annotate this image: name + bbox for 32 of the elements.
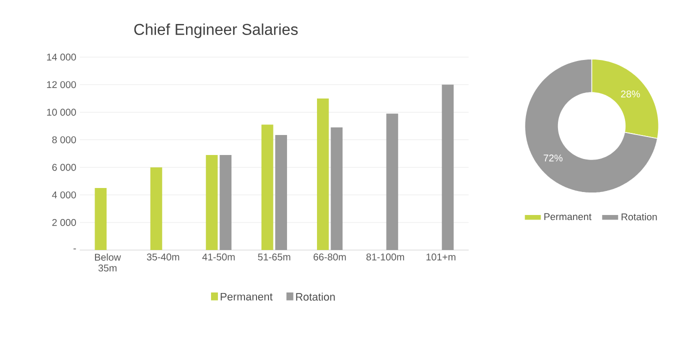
y-tick-label: 2 000 [52, 219, 76, 226]
y-tick-label: 10 000 [47, 108, 76, 116]
legend-label: Permanent [544, 214, 592, 220]
bar [275, 135, 288, 250]
x-tick-label: 81-100m [366, 254, 404, 261]
x-tick-label: 35-40m [146, 254, 180, 261]
y-tick-label: 12 000 [47, 81, 76, 88]
y-tick-label: 14 000 [47, 54, 76, 61]
data-label: 28% [621, 90, 640, 98]
y-tick-label: 8 000 [52, 136, 76, 144]
legend-label: Rotation [296, 292, 335, 301]
bar [261, 124, 274, 250]
bar [94, 188, 107, 250]
x-tick-label: 101+m [426, 254, 456, 261]
chart-title: Chief Engineer Salaries [134, 24, 298, 38]
bar [220, 155, 232, 250]
x-tick-label: 51-65m [258, 254, 290, 261]
legend-label: Rotation [622, 213, 657, 221]
x-tick-label: 41-50m [202, 254, 235, 261]
bar [386, 114, 398, 250]
x-tick-label: 66-80m [314, 254, 346, 261]
x-tick-label: Below 35m [95, 254, 121, 272]
bar [330, 128, 343, 250]
bar [150, 168, 162, 250]
y-tick-label: 6 000 [52, 164, 76, 172]
data-label: 72% [544, 154, 563, 162]
bar [442, 84, 454, 250]
legend-label: Permanent [220, 293, 273, 301]
y-tick-label: - [74, 248, 76, 250]
bar [316, 98, 329, 250]
bar [206, 155, 218, 250]
y-tick-label: 4 000 [52, 192, 76, 199]
